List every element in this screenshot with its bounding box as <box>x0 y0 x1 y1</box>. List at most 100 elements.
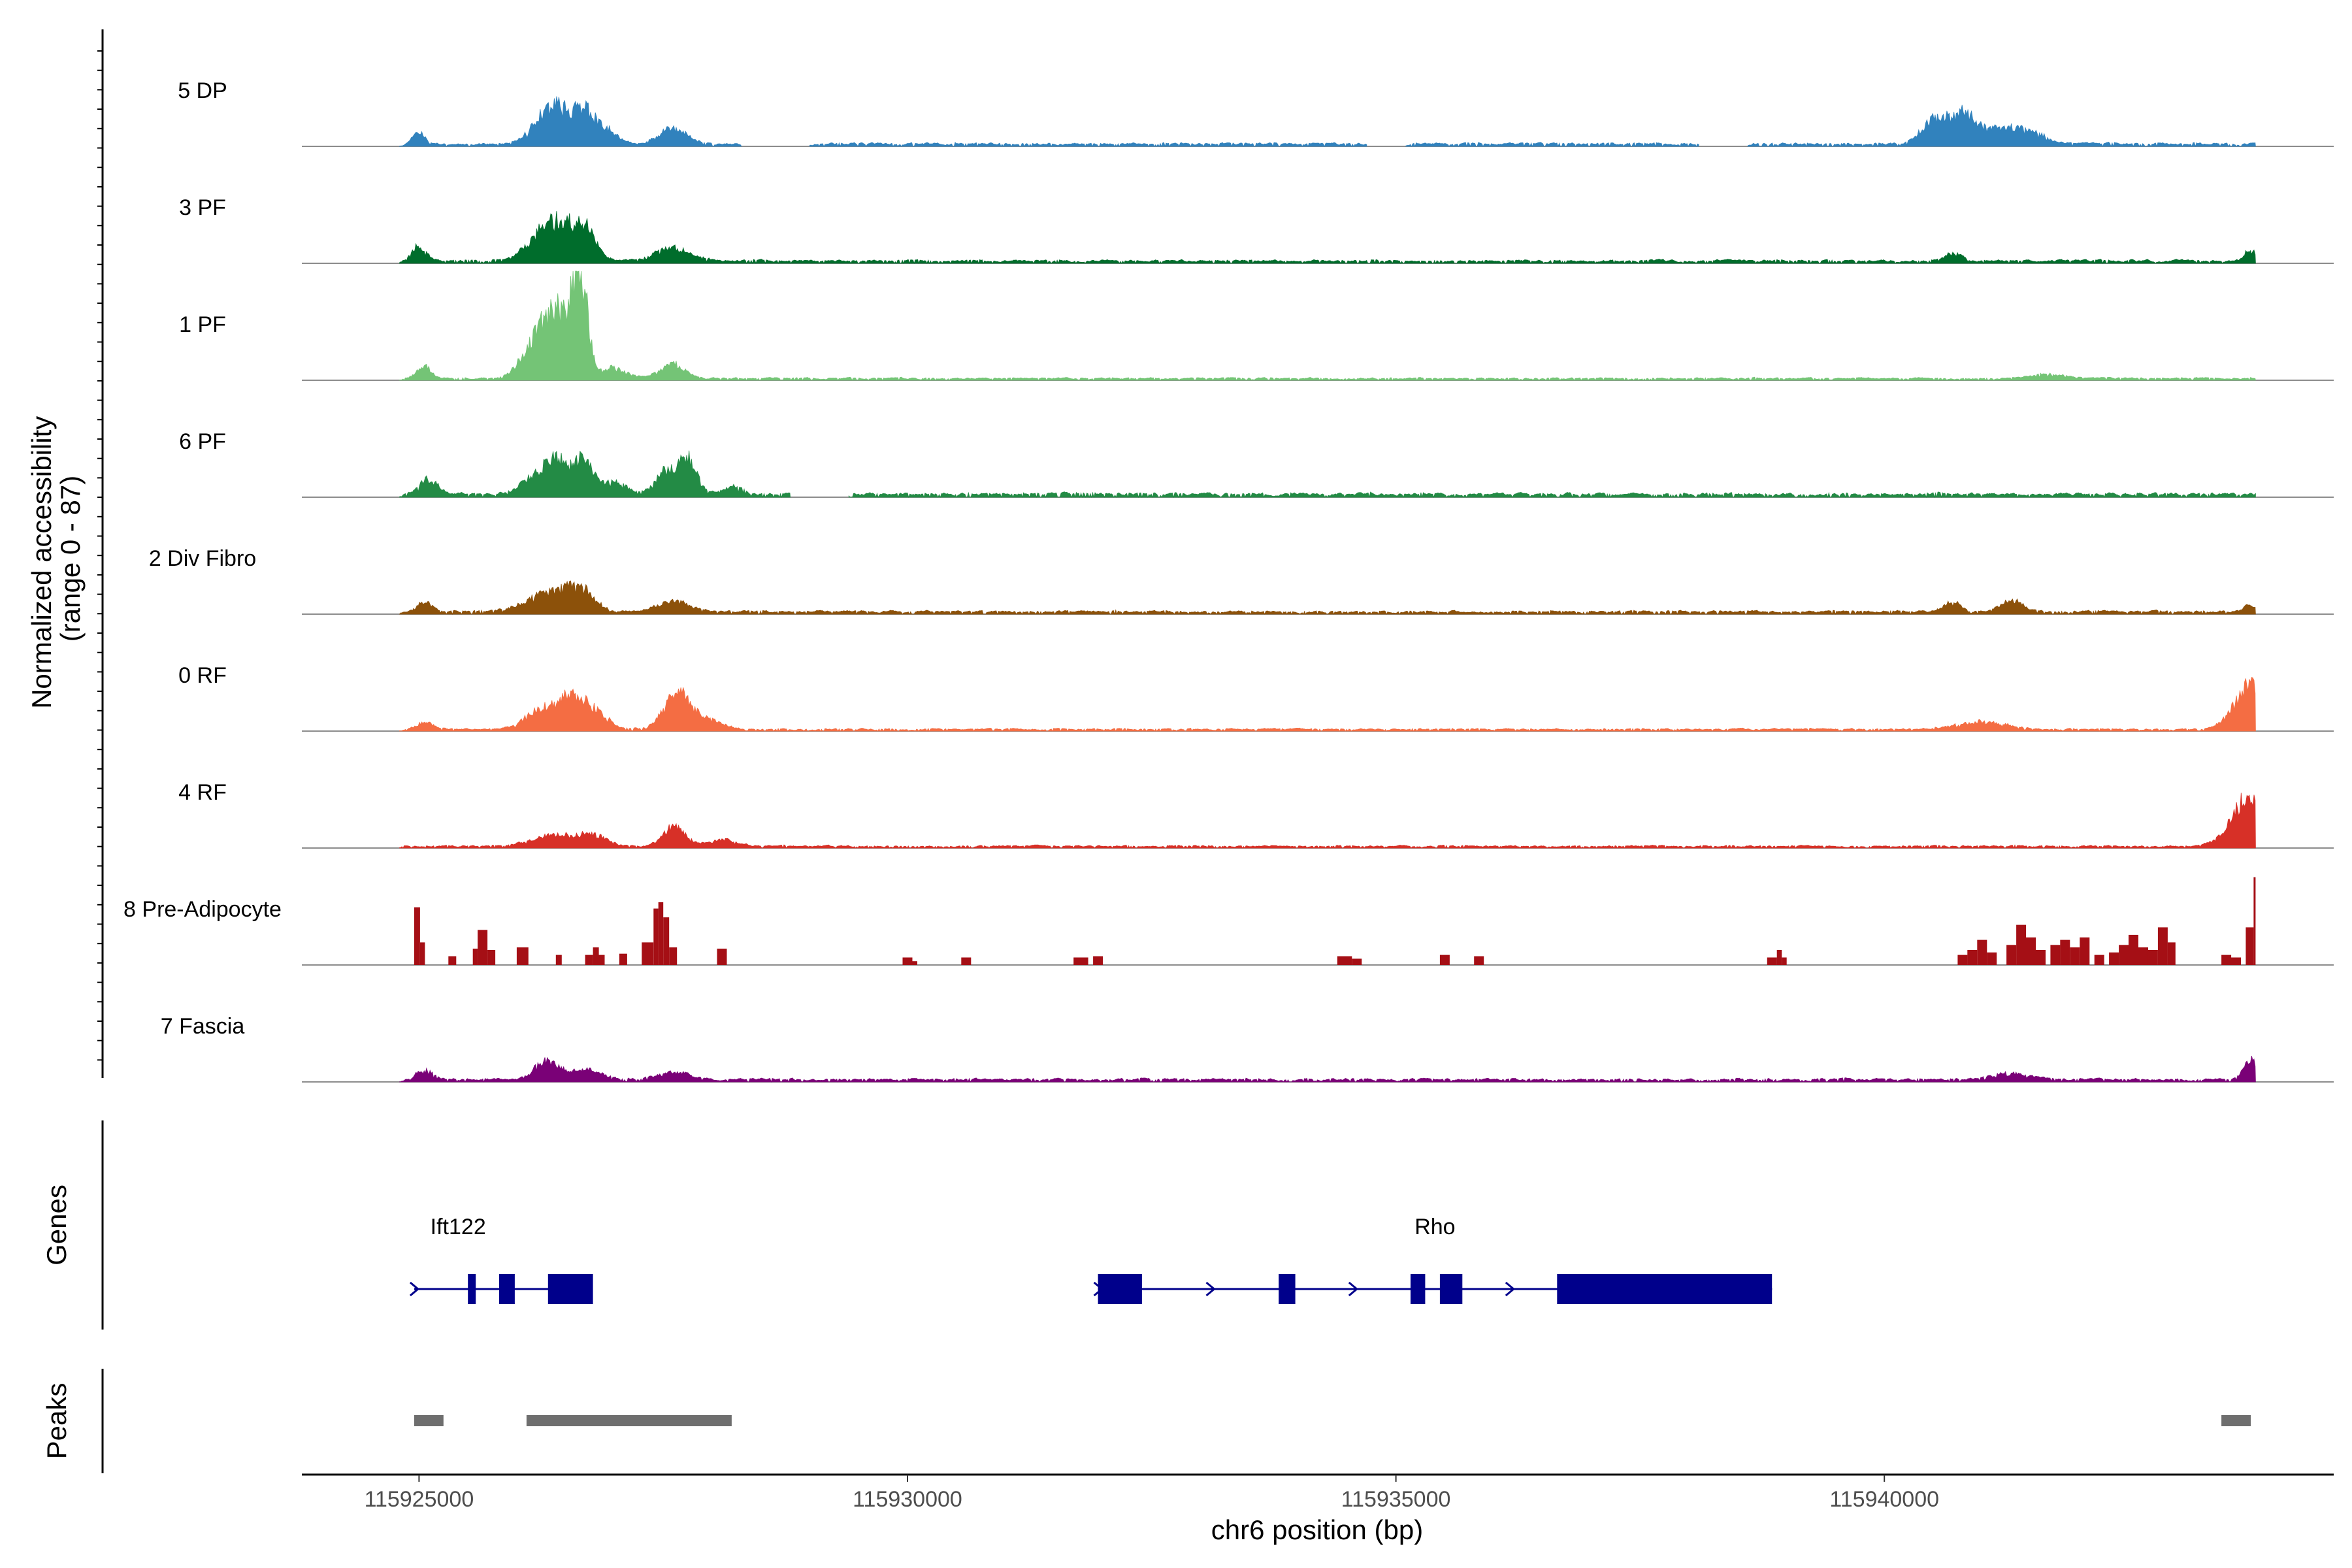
track-label: 6 PF <box>179 429 226 454</box>
coverage-area <box>399 270 2256 382</box>
y-axis-title: Normalized accessibility (range 0 - 87) <box>26 408 86 709</box>
coverage-bar <box>1352 958 1362 965</box>
coverage-bar <box>2109 952 2119 965</box>
coverage-bar <box>2138 947 2148 965</box>
coverage-area <box>848 491 2256 498</box>
coverage-bar <box>593 947 599 965</box>
coverage-area <box>399 792 2256 849</box>
gene-exon <box>1439 1274 1463 1304</box>
coverage-bar <box>669 947 678 965</box>
coverage-area <box>1405 142 1699 148</box>
coverage-area <box>809 142 1367 148</box>
coverage-bar <box>2221 955 2232 965</box>
gene-exon <box>547 1274 593 1304</box>
coverage-bar <box>585 955 593 965</box>
coverage-bar <box>472 949 478 965</box>
track-4-rf: 4 RF <box>178 780 2334 849</box>
coverage-area <box>1747 105 2256 148</box>
coverage-bar <box>1337 956 1352 965</box>
coverage-bar <box>902 957 913 965</box>
peaks-panel <box>414 1415 2251 1426</box>
coverage-bar <box>419 942 425 965</box>
coverage-bar <box>1474 956 1484 965</box>
coverage-bar <box>2060 939 2070 965</box>
coverage-bar <box>1987 952 1997 965</box>
coverage-bar <box>1977 939 1987 965</box>
coverage-bar <box>912 961 917 965</box>
coverage-bar <box>619 953 627 965</box>
track-label: 4 RF <box>178 780 227 805</box>
coverage-bar <box>2070 947 2080 965</box>
coverage-bar <box>516 947 529 965</box>
coverage-bar <box>1957 955 1968 965</box>
coverage-bar <box>2167 942 2176 965</box>
coverage-bar <box>2050 945 2061 965</box>
coverage-area <box>399 96 742 147</box>
strand-arrow-icon <box>409 1281 420 1297</box>
track-3-pf: 3 PF <box>179 195 2334 265</box>
track-5-dp: 5 DP <box>178 78 2334 148</box>
coverage-area <box>399 677 2256 732</box>
peak-region <box>414 1415 444 1426</box>
coverage-bar <box>663 917 670 965</box>
x-tick-label: 115940000 <box>1829 1487 1939 1512</box>
coverage-bar <box>2026 937 2036 965</box>
coverage-area <box>399 1056 2256 1083</box>
gene-exon <box>1098 1274 1142 1304</box>
coverage-bar <box>653 908 659 965</box>
gene-exon <box>499 1274 515 1304</box>
coverage-bar <box>555 955 562 965</box>
coverage-bar <box>487 950 496 965</box>
coverage-bar <box>2246 927 2254 965</box>
gene-ift122: Ift122 <box>409 1215 593 1304</box>
coverage-bar <box>2036 950 2046 965</box>
genes-panel: Ift122 Rho <box>409 1215 1772 1304</box>
y-axis-ticks <box>97 50 103 1061</box>
y-axis-title-line-1: Normalized accessibility <box>26 416 57 709</box>
x-tick-label: 115935000 <box>1341 1487 1451 1512</box>
gene-exon <box>468 1274 476 1304</box>
genes-panel-label: Genes <box>41 1184 72 1266</box>
coverage-bar <box>1967 950 1978 965</box>
track-2-div-fibro: 2 Div Fibro <box>149 546 2334 615</box>
coverage-bar <box>1073 957 1088 965</box>
track-8-pre-adipocyte: 8 Pre-Adipocyte <box>123 877 2334 966</box>
coverage-bar <box>2016 924 2027 965</box>
coverage-bar <box>448 956 457 965</box>
gene-exon <box>1279 1274 1296 1304</box>
gene-rho: Rho <box>1093 1215 1772 1304</box>
y-axis-title-line-2: (range 0 - 87) <box>55 476 86 642</box>
gene-label: Ift122 <box>431 1215 486 1239</box>
track-label: 0 RF <box>178 663 227 688</box>
track-1-pf: 1 PF <box>179 270 2334 382</box>
strand-arrow-icon <box>1505 1281 1516 1297</box>
x-axis-ticks: 115925000 115930000 115935000 115940000 <box>365 1475 1939 1512</box>
track-0-rf: 0 RF <box>178 663 2334 732</box>
track-label: 7 Fascia <box>161 1014 245 1039</box>
coverage-bar <box>478 930 488 965</box>
track-label: 3 PF <box>179 195 226 220</box>
coverage-bar <box>2231 957 2241 965</box>
coverage-bar <box>2148 950 2158 965</box>
accessibility-tracks: 5 DP 3 PF 1 PF 6 PF 2 Div Fibro 0 RF 4 RF 8 Pre… <box>123 78 2334 1083</box>
coverage-bar <box>2129 934 2138 965</box>
coverage-bar <box>414 907 420 965</box>
coverage-bar <box>2119 945 2129 965</box>
track-label: 1 PF <box>179 312 226 337</box>
coverage-area <box>399 580 2256 615</box>
peak-region <box>526 1415 732 1426</box>
coverage-bar <box>2080 937 2090 965</box>
peak-region <box>2221 1415 2251 1426</box>
strand-arrow-icon <box>1093 1281 1103 1297</box>
coverage-bar <box>2253 877 2256 965</box>
x-axis-title: chr6 position (bp) <box>1211 1514 1424 1545</box>
strand-arrow-icon <box>1348 1281 1359 1297</box>
coverage-bar <box>658 902 664 965</box>
coverage-bar <box>2006 945 2017 965</box>
track-label: 5 DP <box>178 78 227 103</box>
coverage-bar <box>2094 955 2104 965</box>
peaks-panel-label: Peaks <box>41 1383 72 1460</box>
coverage-bar <box>598 955 605 965</box>
coverage-area <box>399 450 791 498</box>
